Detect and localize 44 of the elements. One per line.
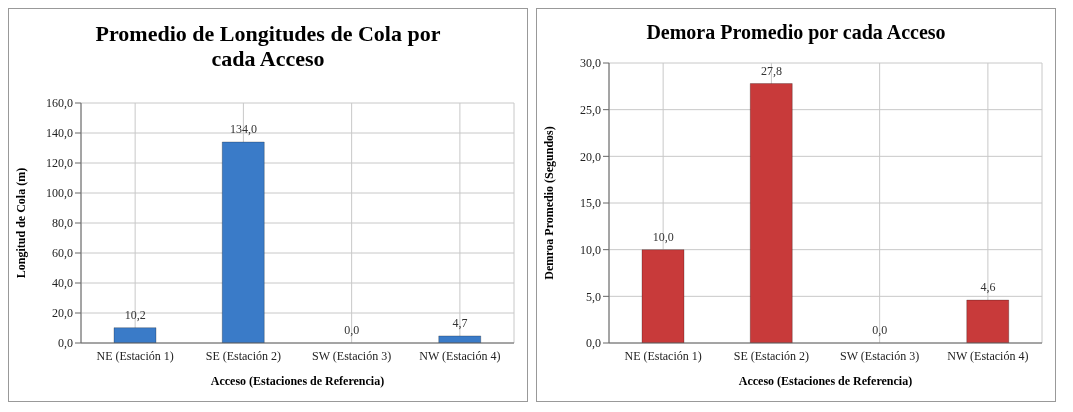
y-tick-label: 0,0 — [586, 336, 601, 351]
data-label: 10,0 — [652, 229, 674, 244]
bar — [966, 299, 1010, 343]
y-tick-label: 40,0 — [52, 276, 73, 291]
data-label: 4,7 — [452, 315, 468, 330]
data-label: 134,0 — [229, 122, 257, 136]
y-tick-label: 5,0 — [586, 289, 601, 304]
bar — [641, 249, 685, 343]
y-tick-label: 80,0 — [52, 216, 73, 231]
y-tick-label: 120,0 — [46, 156, 73, 171]
chart-title: Promedio de Longitudes de Cola por cada Acceso — [94, 20, 442, 72]
y-tick-label: 20,0 — [52, 306, 73, 321]
y-tick-label: 10,0 — [580, 242, 601, 257]
y-tick-label: 160,0 — [46, 96, 73, 111]
data-label: 10,2 — [124, 307, 146, 322]
data-label: 27,8 — [760, 63, 782, 78]
bar — [749, 83, 793, 343]
x-axis-title: Acceso (Estaciones de Referencia) — [210, 374, 385, 388]
x-tick-label: NW (Estación 4) — [419, 348, 501, 363]
bar — [113, 327, 157, 343]
data-label: 0,0 — [344, 323, 360, 337]
y-axis-title: Longitud de Cola (m) — [14, 167, 29, 279]
chart-title: Demora Promedio por cada Acceso — [645, 20, 947, 44]
data-label: 0,0 — [872, 323, 888, 337]
y-tick-label: 20,0 — [580, 149, 601, 164]
y-axis-title: Demroa Promedio (Segundos) — [542, 126, 557, 280]
y-tick-label: 30,0 — [580, 56, 601, 71]
bar — [438, 335, 482, 343]
x-tick-label: NW (Estación 4) — [947, 348, 1029, 363]
x-tick-label: SW (Estación 3) — [312, 348, 392, 363]
x-tick-label: SE (Estación 2) — [205, 348, 282, 363]
data-label: 4,6 — [980, 280, 996, 295]
x-tick-label: SE (Estación 2) — [733, 348, 810, 363]
y-tick-label: 25,0 — [580, 102, 601, 117]
x-tick-label: NE (Estación 1) — [624, 348, 702, 363]
y-tick-label: 140,0 — [46, 126, 73, 141]
y-tick-label: 15,0 — [580, 196, 601, 211]
x-tick-label: SW (Estación 3) — [840, 348, 920, 363]
x-axis-title: Acceso (Estaciones de Referencia) — [738, 374, 913, 388]
y-tick-label: 0,0 — [58, 336, 73, 351]
bar — [221, 141, 265, 343]
y-tick-label: 100,0 — [46, 186, 73, 201]
y-tick-label: 60,0 — [52, 246, 73, 261]
x-tick-label: NE (Estación 1) — [96, 348, 174, 363]
